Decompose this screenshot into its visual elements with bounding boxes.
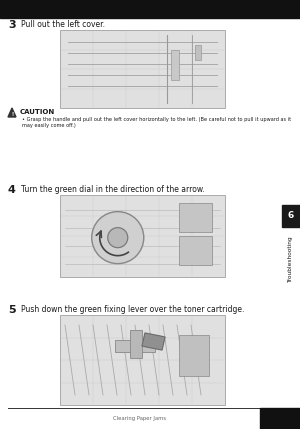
Bar xyxy=(282,205,300,227)
Text: Turn the green dial in the direction of the arrow.: Turn the green dial in the direction of … xyxy=(21,185,205,194)
Text: 6-5: 6-5 xyxy=(264,416,274,421)
Polygon shape xyxy=(8,108,16,117)
Bar xyxy=(0,0,300,18)
Text: Pull out the left cover.: Pull out the left cover. xyxy=(21,20,105,29)
Bar xyxy=(260,408,300,429)
Text: • Grasp the handle and pull out the left cover horizontally to the left. (Be car: • Grasp the handle and pull out the left… xyxy=(22,117,291,128)
Bar xyxy=(195,45,201,60)
Bar xyxy=(130,330,142,358)
Bar xyxy=(179,335,208,375)
Circle shape xyxy=(108,228,128,248)
Bar xyxy=(115,340,155,352)
Bar xyxy=(179,203,212,232)
Circle shape xyxy=(92,211,144,264)
Text: 5: 5 xyxy=(8,305,16,315)
Bar xyxy=(60,195,225,277)
Text: Troubleshooting: Troubleshooting xyxy=(289,237,293,283)
Text: Clearing Paper Jams: Clearing Paper Jams xyxy=(113,416,167,421)
Text: 3: 3 xyxy=(8,20,16,30)
Polygon shape xyxy=(142,333,165,350)
Text: 4: 4 xyxy=(8,185,16,195)
Bar xyxy=(60,315,225,405)
Bar xyxy=(60,30,225,108)
Bar xyxy=(171,50,178,80)
Bar xyxy=(179,236,212,265)
Text: Push down the green fixing lever over the toner cartridge.: Push down the green fixing lever over th… xyxy=(21,305,244,314)
Text: !: ! xyxy=(11,112,13,117)
Text: CAUTION: CAUTION xyxy=(20,109,55,115)
Text: 6: 6 xyxy=(288,211,294,221)
